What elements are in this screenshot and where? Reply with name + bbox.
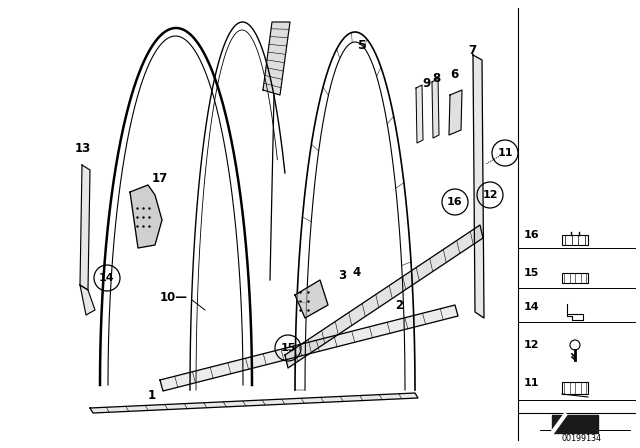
Text: 16: 16 xyxy=(447,197,463,207)
Text: 10—: 10— xyxy=(160,290,188,303)
Text: 1: 1 xyxy=(148,388,156,401)
Bar xyxy=(562,235,588,245)
Text: 3: 3 xyxy=(338,268,346,281)
Text: OO199134: OO199134 xyxy=(562,434,602,443)
Polygon shape xyxy=(285,225,483,368)
Text: 11: 11 xyxy=(497,148,513,158)
Text: 5: 5 xyxy=(358,39,367,52)
Bar xyxy=(562,273,588,283)
Text: 7: 7 xyxy=(468,43,476,56)
Polygon shape xyxy=(473,55,484,318)
Polygon shape xyxy=(432,78,439,138)
Text: 13: 13 xyxy=(75,142,92,155)
Text: 9: 9 xyxy=(422,77,430,90)
Text: 12: 12 xyxy=(483,190,498,200)
Polygon shape xyxy=(449,90,462,135)
Polygon shape xyxy=(80,165,90,290)
Polygon shape xyxy=(130,185,162,248)
Polygon shape xyxy=(416,85,423,143)
Text: 17: 17 xyxy=(152,172,168,185)
Text: 14: 14 xyxy=(524,302,540,312)
Text: 8: 8 xyxy=(432,72,440,85)
Text: 11: 11 xyxy=(524,378,540,388)
Text: 6: 6 xyxy=(450,68,458,81)
Polygon shape xyxy=(90,393,418,413)
Text: 14: 14 xyxy=(99,273,115,283)
Polygon shape xyxy=(263,22,290,95)
Text: 15: 15 xyxy=(524,268,540,278)
Polygon shape xyxy=(552,415,598,433)
Text: 16: 16 xyxy=(524,230,540,240)
Polygon shape xyxy=(295,280,328,318)
Bar xyxy=(562,382,588,394)
Text: 12: 12 xyxy=(524,340,540,350)
Text: 15: 15 xyxy=(280,343,296,353)
Polygon shape xyxy=(160,305,458,391)
Text: 4: 4 xyxy=(352,266,360,279)
Text: 2: 2 xyxy=(395,298,403,311)
Polygon shape xyxy=(80,285,95,315)
